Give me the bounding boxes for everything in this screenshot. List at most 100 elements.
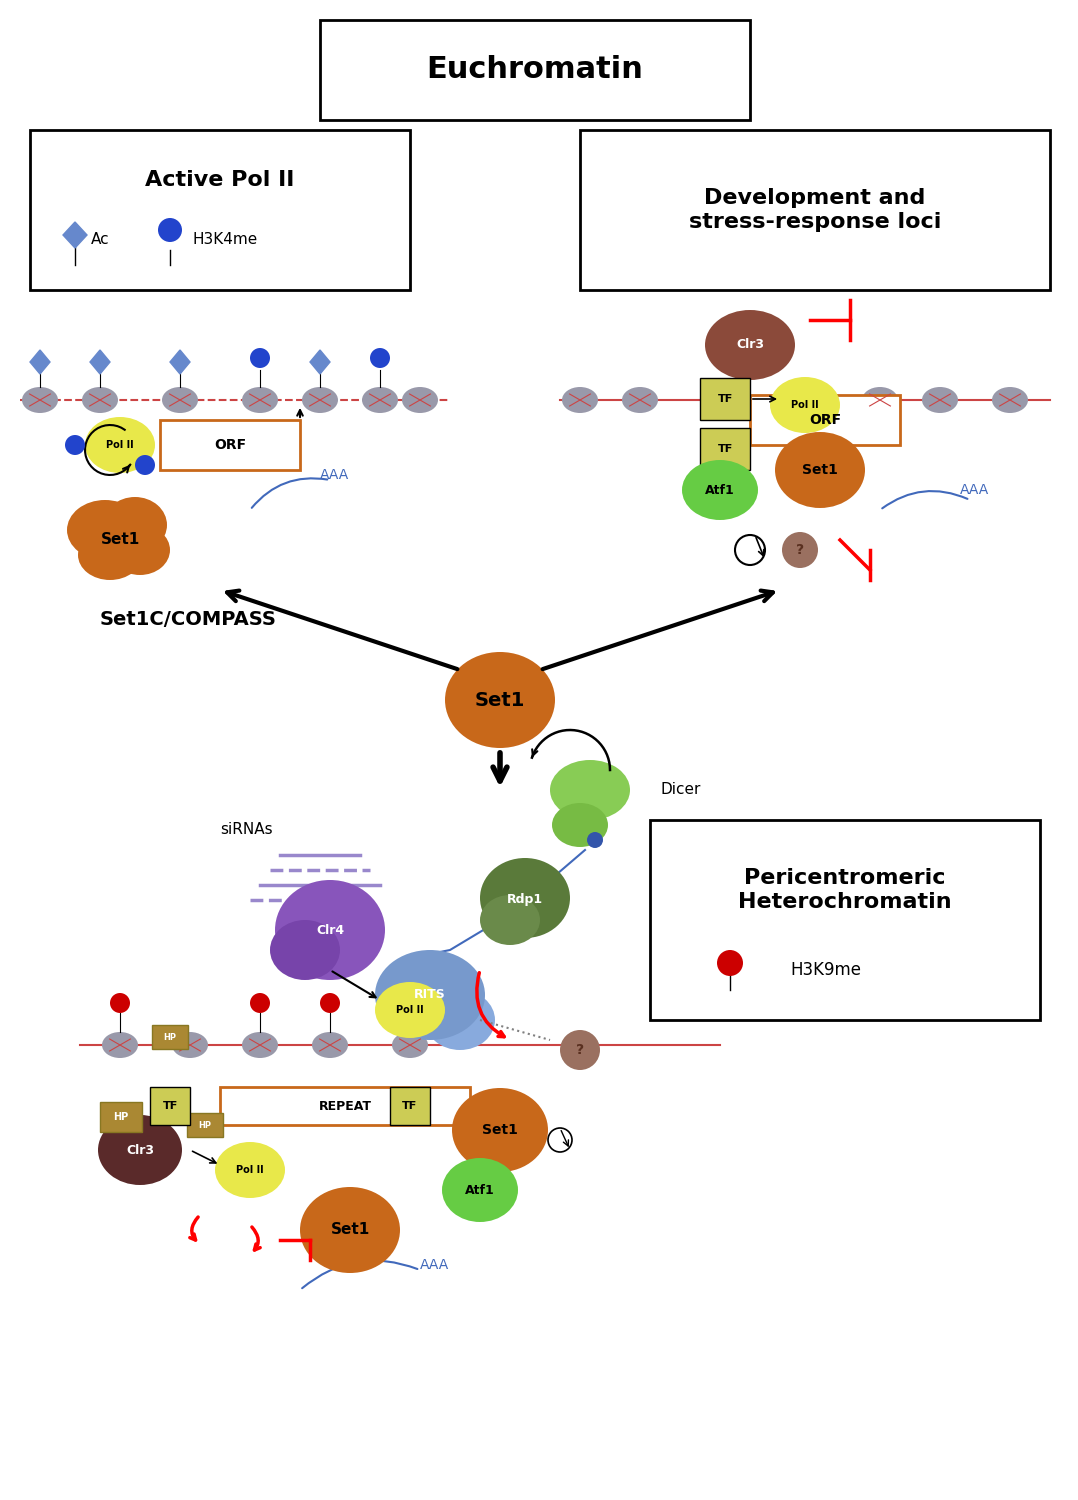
Ellipse shape: [215, 1142, 285, 1198]
Ellipse shape: [162, 387, 198, 412]
Text: Pericentromeric
Heterochromatin: Pericentromeric Heterochromatin: [738, 868, 952, 912]
Ellipse shape: [172, 1032, 208, 1058]
Text: Development and
stress-response loci: Development and stress-response loci: [689, 189, 941, 231]
Circle shape: [320, 993, 340, 1012]
Ellipse shape: [562, 387, 598, 412]
Text: REPEAT: REPEAT: [318, 1100, 372, 1113]
Bar: [390, 1088, 430, 1125]
Text: H3K9me: H3K9me: [790, 962, 861, 980]
Ellipse shape: [78, 530, 142, 580]
Text: TF: TF: [402, 1101, 417, 1112]
Bar: [650, 821, 1040, 1020]
Circle shape: [158, 217, 182, 242]
Ellipse shape: [110, 525, 170, 574]
Ellipse shape: [480, 896, 540, 945]
Text: TF: TF: [163, 1101, 178, 1112]
Text: Pol II: Pol II: [791, 400, 819, 410]
Ellipse shape: [375, 950, 485, 1040]
Text: AAA: AAA: [420, 1258, 450, 1272]
Polygon shape: [89, 350, 110, 374]
Ellipse shape: [103, 496, 167, 554]
Text: Pol II: Pol II: [397, 1005, 424, 1016]
Ellipse shape: [275, 880, 385, 980]
Text: Rdp1: Rdp1: [507, 894, 543, 906]
Text: RITS: RITS: [414, 988, 446, 1002]
Polygon shape: [170, 350, 190, 374]
Ellipse shape: [770, 376, 840, 433]
Ellipse shape: [22, 387, 58, 412]
Bar: [100, 1102, 142, 1132]
Bar: [320, 20, 750, 120]
Text: siRNAs: siRNAs: [220, 822, 273, 837]
Bar: [750, 394, 900, 445]
Ellipse shape: [362, 387, 398, 412]
Ellipse shape: [480, 858, 570, 938]
Text: ?: ?: [576, 1042, 584, 1058]
Ellipse shape: [375, 982, 445, 1038]
Circle shape: [250, 993, 270, 1012]
Text: Set1C/COMPASS: Set1C/COMPASS: [100, 610, 277, 630]
Circle shape: [370, 348, 390, 368]
Polygon shape: [310, 350, 330, 374]
Circle shape: [135, 454, 155, 476]
Circle shape: [588, 833, 603, 848]
Bar: [30, 130, 410, 290]
Text: Clr4: Clr4: [316, 924, 344, 936]
Ellipse shape: [425, 990, 495, 1050]
Ellipse shape: [775, 432, 865, 508]
Bar: [186, 1113, 223, 1137]
Text: Set1: Set1: [482, 1124, 517, 1137]
Circle shape: [735, 536, 765, 566]
Text: H3K4me: H3K4me: [192, 232, 258, 248]
Bar: [152, 1024, 188, 1048]
Text: TF: TF: [717, 394, 733, 404]
Text: Atf1: Atf1: [705, 483, 735, 496]
Ellipse shape: [98, 1114, 182, 1185]
Text: Pol II: Pol II: [107, 440, 134, 450]
Polygon shape: [63, 222, 87, 248]
Text: Set1: Set1: [100, 532, 140, 548]
Ellipse shape: [862, 387, 898, 412]
Text: AAA: AAA: [960, 483, 990, 496]
Ellipse shape: [302, 387, 338, 412]
Text: Set1: Set1: [330, 1222, 370, 1238]
Ellipse shape: [992, 387, 1028, 412]
Text: ORF: ORF: [213, 438, 246, 452]
Text: AAA: AAA: [320, 468, 349, 482]
Bar: [700, 378, 750, 420]
Ellipse shape: [559, 1030, 600, 1069]
Text: Set1: Set1: [802, 464, 838, 477]
Circle shape: [250, 348, 270, 368]
Ellipse shape: [402, 387, 438, 412]
Ellipse shape: [300, 1186, 400, 1274]
Bar: [580, 130, 1050, 290]
Ellipse shape: [782, 532, 818, 568]
Ellipse shape: [682, 460, 758, 520]
Ellipse shape: [445, 652, 555, 748]
Text: Atf1: Atf1: [465, 1184, 495, 1197]
Ellipse shape: [552, 802, 608, 847]
Bar: [150, 1088, 190, 1125]
Text: Active Pol II: Active Pol II: [146, 170, 294, 190]
Text: ORF: ORF: [808, 413, 841, 428]
Text: TF: TF: [717, 444, 733, 454]
Text: Clr3: Clr3: [126, 1143, 154, 1156]
Text: Dicer: Dicer: [660, 783, 701, 798]
Ellipse shape: [452, 1088, 548, 1172]
Ellipse shape: [241, 387, 278, 412]
Ellipse shape: [85, 417, 155, 472]
Ellipse shape: [92, 518, 148, 562]
Bar: [220, 1088, 470, 1125]
Circle shape: [65, 435, 85, 454]
Text: Euchromatin: Euchromatin: [427, 56, 644, 84]
Bar: [160, 420, 300, 470]
Ellipse shape: [312, 1032, 348, 1058]
Text: HP: HP: [113, 1112, 128, 1122]
Ellipse shape: [550, 760, 630, 820]
Ellipse shape: [442, 1158, 519, 1222]
Ellipse shape: [102, 1032, 138, 1058]
Ellipse shape: [392, 1032, 428, 1058]
Ellipse shape: [922, 387, 958, 412]
Ellipse shape: [705, 310, 794, 380]
Text: Set1: Set1: [474, 690, 525, 709]
